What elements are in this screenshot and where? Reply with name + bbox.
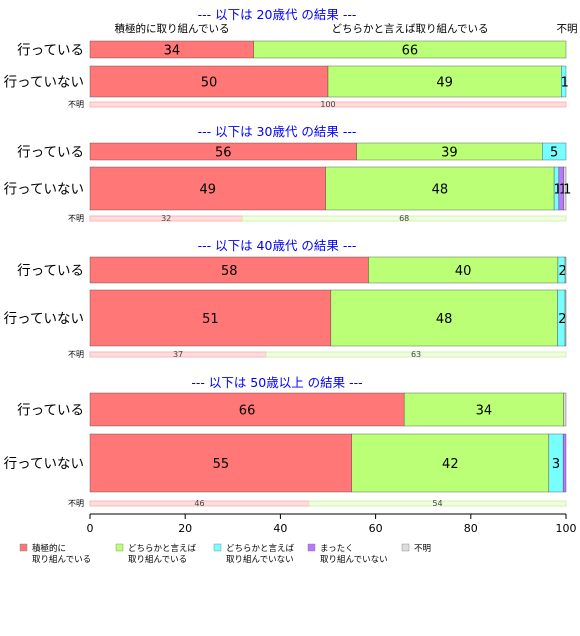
row-label: 行っている: [17, 145, 84, 161]
bar-segment: [561, 65, 567, 98]
row-label: 行っている: [17, 263, 84, 279]
legend-label: まったく: [320, 544, 354, 554]
data-label: 40: [455, 264, 472, 279]
unknown-segment: [89, 101, 567, 108]
data-label: 49: [436, 76, 453, 91]
bar-segment: [89, 433, 352, 493]
legend-swatch: [401, 543, 410, 552]
unknown-row-label: 不明: [68, 100, 84, 109]
unknown-data-label: 46: [194, 499, 204, 508]
row-label: 行っていない: [4, 75, 84, 91]
legend-label: 取り組んでいる: [128, 554, 187, 565]
unknown-segment: [265, 351, 567, 358]
bar-segment: [253, 40, 567, 59]
unknown-row-label: 不明: [68, 214, 84, 223]
data-label: 2: [559, 264, 567, 279]
bar-segment: [325, 166, 555, 211]
bar-segment: [542, 142, 567, 161]
legend-swatch: [19, 543, 28, 552]
data-label: 50: [201, 76, 218, 91]
data-label: 34: [476, 404, 493, 419]
bar-segment: [563, 392, 567, 427]
data-label: 66: [402, 44, 419, 59]
header-label: 不明: [557, 23, 578, 35]
data-label: 1: [563, 183, 571, 198]
data-label: 66: [239, 404, 256, 419]
bar-segment: [562, 433, 567, 493]
row-label: 行っていない: [4, 182, 84, 198]
unknown-data-label: 68: [399, 214, 409, 223]
bar-segment: [564, 256, 567, 284]
row-label: 行っている: [17, 403, 84, 419]
bar-segment: [564, 289, 567, 347]
chart-panel-2: --- 以下は 30歳代 の結果 --- 行っている 56 39 5 行っていない 49 48…: [4, 124, 572, 223]
bar-segment: [330, 289, 558, 347]
bar-segment: [89, 289, 332, 347]
data-label: 58: [221, 264, 238, 279]
data-label: 1: [554, 183, 562, 198]
unknown-data-label: 54: [432, 499, 442, 508]
unknown-segment: [308, 500, 567, 507]
data-label: 39: [441, 146, 458, 161]
x-tick-label: 80: [464, 522, 478, 535]
legend-label: 積極的に: [32, 543, 66, 554]
bar-segment: [563, 166, 567, 211]
data-label: 49: [200, 183, 217, 198]
data-label: 55: [213, 457, 230, 472]
data-label: 2: [558, 312, 566, 327]
x-tick-label: 20: [178, 522, 192, 535]
data-label: 5: [550, 146, 558, 161]
chart-panel-4: --- 以下は 50歳以上 の結果 --- 行っている 66 34 行っていない 55 42…: [4, 375, 567, 508]
data-label: 1: [561, 76, 569, 91]
data-label: 42: [442, 457, 459, 472]
legend: 積極的に取り組んでいるどちらかと言えば取り組んでいるどちらかと言えば取り組んでい…: [19, 543, 431, 565]
row-label: 行っていない: [4, 311, 84, 327]
x-tick-label: 40: [273, 522, 287, 535]
unknown-data-label: 100: [320, 100, 335, 109]
legend-label: どちらかと言えば: [128, 543, 197, 554]
data-label: 48: [436, 312, 453, 327]
unknown-segment: [241, 215, 567, 222]
legend-label: どちらかと言えば: [226, 543, 295, 554]
legend-label: 不明: [414, 544, 431, 554]
data-label: 51: [202, 312, 219, 327]
chart-panel-1: --- 以下は 20歳代 の結果 ---積極的に取り組んでいる どちらかと言えば取…: [4, 7, 578, 109]
row-label: 行っていない: [4, 456, 84, 472]
data-label: 34: [164, 44, 181, 59]
panel-title: --- 以下は 20歳代 の結果 ---: [198, 7, 357, 22]
bar-segment: [89, 392, 405, 427]
row-label: 行っている: [17, 43, 84, 59]
data-label: 56: [215, 146, 232, 161]
data-label: 48: [432, 183, 449, 198]
legend-label: 取り組んでいない: [320, 554, 388, 565]
x-tick-label: 100: [556, 522, 577, 535]
bar-segment: [89, 65, 329, 98]
panel-title: --- 以下は 30歳代 の結果 ---: [198, 124, 357, 139]
x-tick-label: 0: [87, 522, 94, 535]
data-label: 1: [559, 183, 567, 198]
legend-label: 取り組んでいる: [32, 554, 91, 565]
unknown-row-label: 不明: [68, 350, 84, 359]
panel-title: --- 以下は 40歳代 の結果 ---: [198, 238, 357, 253]
bar-segment: [89, 256, 369, 284]
bar-segment: [351, 433, 550, 493]
data-label: 3: [552, 457, 560, 472]
x-tick-label: 60: [369, 522, 383, 535]
legend-label: 取り組んでいない: [226, 554, 294, 565]
legend-swatch: [307, 543, 316, 552]
legend-swatch: [115, 543, 124, 552]
header-label: どちらかと言えば取り組んでいる: [332, 22, 489, 35]
unknown-data-label: 63: [411, 350, 421, 359]
panel-title: --- 以下は 50歳以上 の結果 ---: [191, 375, 362, 390]
chart-panel-3: --- 以下は 40歳代 の結果 --- 行っている 58 40 2 行っていない 51 48…: [4, 238, 567, 359]
unknown-data-label: 37: [173, 350, 183, 359]
unknown-data-label: 32: [161, 214, 171, 223]
bar-segment: [368, 256, 559, 284]
unknown-row-label: 不明: [68, 499, 84, 508]
legend-swatch: [213, 543, 222, 552]
header-label: 積極的に取り組んでいる: [115, 22, 230, 35]
bar-segment: [403, 392, 564, 427]
